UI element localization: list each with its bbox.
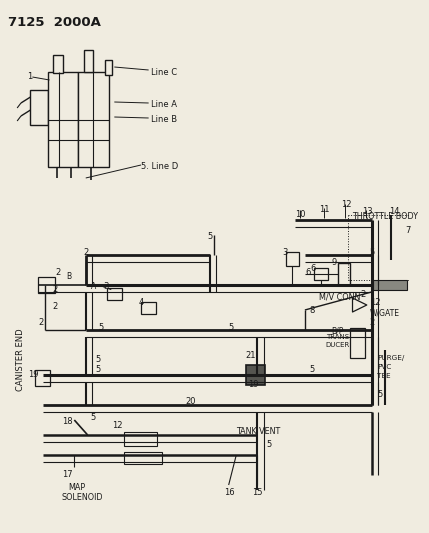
Text: 2: 2 — [55, 268, 60, 277]
Text: 3: 3 — [103, 282, 108, 291]
Text: 6: 6 — [311, 264, 316, 273]
Polygon shape — [353, 298, 367, 312]
Bar — [107, 288, 122, 300]
Text: Line A: Line A — [151, 100, 176, 109]
Text: THROTTLE BODY: THROTTLE BODY — [353, 212, 419, 221]
Text: 2: 2 — [52, 285, 57, 294]
Text: 5: 5 — [98, 323, 103, 332]
Text: 5. Line D: 5. Line D — [141, 162, 178, 171]
Text: 16: 16 — [224, 488, 235, 497]
Text: 2: 2 — [360, 290, 366, 299]
Text: 7: 7 — [405, 226, 410, 235]
Bar — [84, 50, 94, 72]
Text: 12: 12 — [341, 200, 352, 209]
Text: 5: 5 — [310, 365, 315, 374]
Text: CANISTER END: CANISTER END — [16, 329, 25, 391]
Text: 5: 5 — [229, 323, 234, 332]
Text: 2: 2 — [370, 318, 375, 327]
Text: 2: 2 — [38, 318, 43, 327]
Text: Line C: Line C — [151, 68, 177, 77]
Text: 14: 14 — [389, 207, 399, 216]
Text: 5: 5 — [95, 365, 100, 374]
Text: 8: 8 — [310, 306, 315, 315]
Bar — [124, 432, 157, 446]
Text: 17: 17 — [62, 470, 73, 479]
Text: 5: 5 — [208, 232, 213, 241]
Text: DUCER: DUCER — [326, 342, 350, 348]
Bar — [124, 452, 162, 464]
Text: 9: 9 — [332, 258, 337, 267]
Text: M/V CONN: M/V CONN — [319, 292, 360, 301]
Text: 13: 13 — [362, 207, 373, 216]
Text: MAP: MAP — [69, 483, 86, 492]
Bar — [38, 277, 55, 293]
Text: A: A — [91, 282, 96, 291]
Text: TRANS-: TRANS- — [326, 334, 351, 340]
Bar — [141, 302, 156, 314]
Bar — [374, 280, 407, 290]
Bar — [246, 365, 265, 385]
Text: 6: 6 — [305, 268, 310, 277]
Text: 12: 12 — [370, 298, 380, 307]
Bar — [35, 370, 51, 386]
Bar — [105, 60, 112, 75]
Text: 2: 2 — [84, 248, 89, 257]
Bar — [53, 55, 63, 73]
Text: 5: 5 — [377, 390, 383, 399]
Bar — [314, 268, 328, 280]
Text: 12: 12 — [112, 421, 123, 430]
Text: Line B: Line B — [151, 115, 177, 124]
Bar — [30, 90, 48, 125]
Text: 4: 4 — [138, 298, 143, 307]
Bar — [350, 328, 365, 358]
Text: TEE: TEE — [377, 373, 391, 379]
Text: 5: 5 — [370, 248, 375, 257]
Text: 2: 2 — [52, 302, 57, 311]
Text: B: B — [66, 272, 72, 281]
Text: 19: 19 — [248, 380, 258, 389]
Bar — [286, 252, 299, 266]
Text: 21: 21 — [246, 351, 256, 360]
Text: 11: 11 — [319, 205, 329, 214]
Text: 20: 20 — [186, 397, 196, 406]
Text: 18: 18 — [62, 417, 73, 426]
Text: TANK VENT: TANK VENT — [236, 427, 281, 436]
Text: B/P: B/P — [332, 326, 344, 335]
Text: 1: 1 — [27, 72, 32, 81]
Text: W/GATE: W/GATE — [370, 308, 400, 317]
Text: 5: 5 — [267, 440, 272, 449]
Bar — [338, 263, 350, 285]
Text: 15: 15 — [253, 488, 263, 497]
Text: 7125  2000A: 7125 2000A — [8, 16, 100, 29]
Text: SOLENOID: SOLENOID — [62, 493, 103, 502]
Text: 5: 5 — [95, 355, 100, 364]
Bar — [48, 72, 78, 167]
Text: PURGE/: PURGE/ — [377, 355, 405, 361]
Text: PVC: PVC — [377, 364, 392, 370]
Text: 10: 10 — [295, 210, 306, 219]
Text: 5: 5 — [91, 413, 96, 422]
Text: 3: 3 — [282, 248, 287, 257]
Bar — [78, 72, 109, 167]
Text: 19: 19 — [29, 370, 39, 379]
